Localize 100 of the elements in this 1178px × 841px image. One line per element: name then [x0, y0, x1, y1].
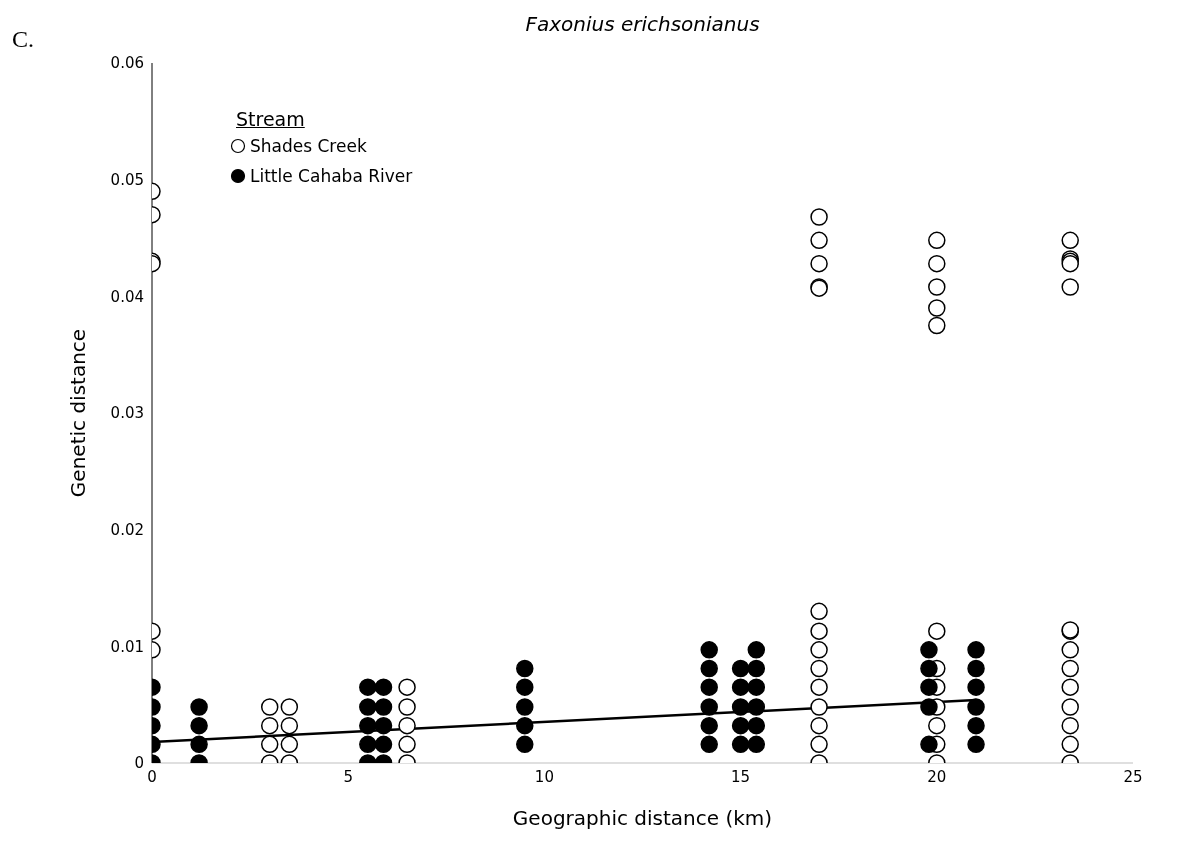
point — [280, 698, 299, 716]
y-tick-label: 0 — [134, 754, 144, 773]
point — [190, 698, 208, 716]
point — [260, 716, 279, 735]
x-axis-title: Geographic distance (km) — [512, 806, 773, 830]
point — [731, 698, 750, 716]
point — [810, 735, 828, 754]
point — [398, 716, 416, 735]
chart-title: Faxonius erichsonianus — [524, 12, 761, 36]
point — [920, 641, 938, 659]
point — [280, 716, 299, 735]
point — [1061, 659, 1079, 678]
point — [398, 698, 416, 716]
point — [700, 641, 718, 659]
point — [1061, 698, 1079, 716]
point — [747, 716, 766, 735]
point — [398, 678, 416, 696]
point — [810, 659, 828, 678]
y-tick-label: 0.03 — [110, 404, 144, 423]
point — [1061, 641, 1079, 659]
point — [374, 698, 393, 716]
point — [516, 735, 534, 754]
point — [398, 735, 416, 754]
point — [1061, 278, 1079, 296]
point — [747, 678, 766, 696]
point — [700, 678, 718, 696]
x-tick-label: 25 — [1123, 767, 1143, 786]
point — [967, 659, 985, 678]
point — [928, 254, 946, 273]
point — [260, 698, 279, 716]
point — [374, 716, 393, 735]
y-tick-label: 0.04 — [110, 287, 144, 306]
point — [700, 735, 718, 754]
point — [359, 698, 377, 716]
y-axis-title: Genetic distance — [66, 328, 91, 498]
text: C. — [12, 26, 35, 53]
point — [1061, 231, 1079, 250]
point — [190, 735, 208, 754]
point — [967, 716, 985, 735]
point — [280, 735, 299, 754]
point — [1061, 716, 1079, 735]
point — [920, 659, 938, 678]
point — [967, 698, 985, 716]
x-tick-label: 10 — [534, 767, 554, 786]
x-tick-label: 0 — [147, 767, 157, 786]
legend-label: Little Cahaba River — [250, 166, 413, 186]
point — [967, 641, 985, 659]
point — [516, 659, 534, 678]
point — [810, 254, 828, 273]
x-tick-label: 15 — [731, 767, 751, 786]
point — [810, 208, 828, 226]
point — [810, 678, 828, 696]
y-tick-label: 0.06 — [110, 54, 144, 73]
legend-label: Shades Creek — [250, 136, 367, 156]
legend-title: Stream — [236, 108, 306, 130]
point — [731, 678, 750, 696]
point — [810, 622, 828, 640]
point — [810, 641, 828, 659]
point — [700, 659, 718, 678]
point — [810, 231, 828, 250]
x-tick-label: 5 — [343, 767, 353, 786]
point — [359, 678, 377, 696]
point — [731, 659, 750, 678]
point — [260, 735, 279, 754]
point — [190, 716, 208, 735]
point — [920, 698, 938, 716]
point — [810, 698, 828, 716]
point — [359, 716, 377, 735]
point — [928, 316, 946, 335]
point — [516, 698, 534, 716]
point — [1061, 678, 1079, 696]
y-tick-label: 0.02 — [110, 520, 144, 539]
point — [731, 735, 750, 754]
y-tick-label: 0.05 — [110, 170, 144, 189]
point — [516, 716, 534, 735]
point — [747, 641, 766, 659]
point — [928, 716, 946, 735]
point — [1061, 735, 1079, 754]
point — [810, 602, 828, 621]
point — [516, 678, 534, 696]
point — [700, 716, 718, 735]
point — [967, 678, 985, 696]
point — [359, 735, 377, 754]
point — [747, 659, 766, 678]
point — [747, 698, 766, 716]
point — [920, 735, 938, 754]
point — [374, 678, 393, 696]
point — [747, 735, 766, 754]
point — [928, 278, 946, 296]
point — [967, 735, 985, 754]
y-tick-label: 0.01 — [110, 637, 144, 656]
point — [928, 299, 946, 317]
point — [374, 735, 393, 754]
point — [700, 698, 718, 716]
point — [928, 231, 946, 250]
point — [928, 622, 946, 640]
x-tick-label: 20 — [927, 767, 947, 786]
point — [810, 716, 828, 735]
point — [731, 716, 750, 735]
point — [920, 678, 938, 696]
